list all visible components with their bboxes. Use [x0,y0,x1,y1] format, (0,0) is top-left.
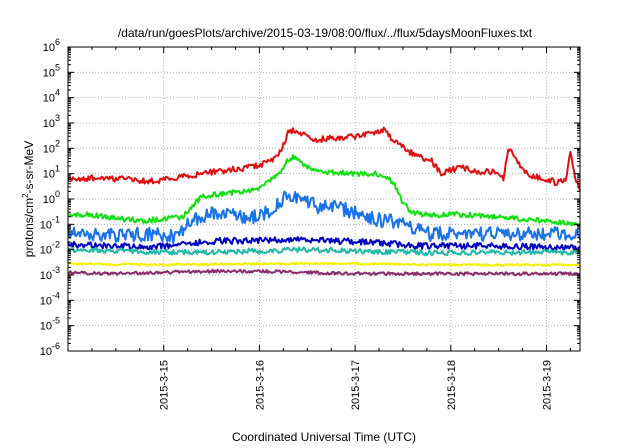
y-tick-label: 101 [43,164,60,181]
y-axis-label: protons/cm2-s-sr-MeV [21,141,36,257]
x-axis-label: Coordinated Universal Time (UTC) [232,430,416,444]
series-line-7 [67,268,581,277]
y-axis-ticks: 10-6 10-5 10-4 10-3 10-2 10-1 100 101 102 103 104 1… [40,37,580,358]
y-tick-label: 10-2 [40,240,60,257]
y-tick-label: 10-6 [40,341,60,358]
x-tick-label: 2015-3-15 [159,360,171,410]
y-tick-label: 106 [43,37,60,54]
x-tick-label: 2015-3-19 [542,360,554,410]
y-tick-label: 10-3 [40,265,60,282]
grid [68,47,580,351]
y-tick-label: 102 [43,138,60,155]
y-tick-label: 100 [43,189,60,206]
y-tick-label: 104 [43,88,60,105]
series-line-6 [67,261,581,267]
x-tick-label: 2015-3-16 [254,360,266,410]
y-axis-label-rest: -s-sr-MeV [22,141,36,194]
series-line-2 [67,154,581,227]
series-line-4 [67,236,580,252]
series-lines [67,126,581,277]
y-tick-label: 103 [43,113,60,130]
y-axis-label-base: protons/cm [22,198,36,257]
series-line-1 [67,126,581,191]
y-tick-label: 105 [43,62,60,79]
x-tick-label: 2015-3-17 [350,360,362,410]
y-tick-label: 10-1 [40,214,60,231]
y-axis-label-superscript: 2 [21,193,30,198]
chart-title: /data/run/goesPlots/archive/2015-03-19/0… [118,26,533,40]
series-line-5 [67,246,581,257]
series-line-3 [67,190,581,245]
x-tick-label: 2015-3-18 [446,360,458,410]
y-tick-label: 10-5 [40,316,60,333]
y-tick-label: 10-4 [40,290,60,307]
x-axis-ticks: 2015-3-15 2015-3-16 2015-3-17 2015-3-18 2015… [91,47,571,410]
